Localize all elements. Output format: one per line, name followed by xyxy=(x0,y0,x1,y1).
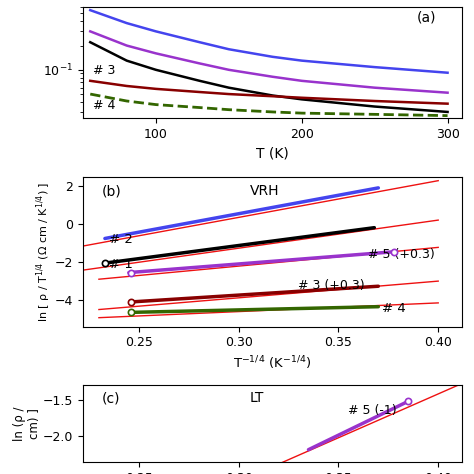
X-axis label: T$^{-1/4}$ (K$^{-1/4}$): T$^{-1/4}$ (K$^{-1/4}$) xyxy=(233,355,312,373)
Text: # 3: # 3 xyxy=(93,64,116,77)
Text: (c): (c) xyxy=(102,392,120,405)
Text: # 4: # 4 xyxy=(93,99,116,111)
Text: # 5 (-1): # 5 (-1) xyxy=(348,404,397,417)
Text: # 3 (+0.3): # 3 (+0.3) xyxy=(299,279,365,292)
Y-axis label: ln (ρ /
cm) ]: ln (ρ / cm) ] xyxy=(13,406,41,441)
Text: VRH: VRH xyxy=(250,184,279,199)
Text: LT: LT xyxy=(250,392,264,405)
Text: (b): (b) xyxy=(102,184,122,199)
Text: # 2: # 2 xyxy=(109,233,133,246)
Text: # 4: # 4 xyxy=(383,301,406,315)
Y-axis label: ln [ ρ / T$^{1/4}$ (Ω cm / K$^{1/4}$) ]: ln [ ρ / T$^{1/4}$ (Ω cm / K$^{1/4}$) ] xyxy=(35,182,54,322)
Text: # 1: # 1 xyxy=(109,257,133,271)
Text: (a): (a) xyxy=(417,10,436,25)
Text: # 5 (+0.3): # 5 (+0.3) xyxy=(368,248,435,262)
X-axis label: T (K): T (K) xyxy=(256,146,289,161)
